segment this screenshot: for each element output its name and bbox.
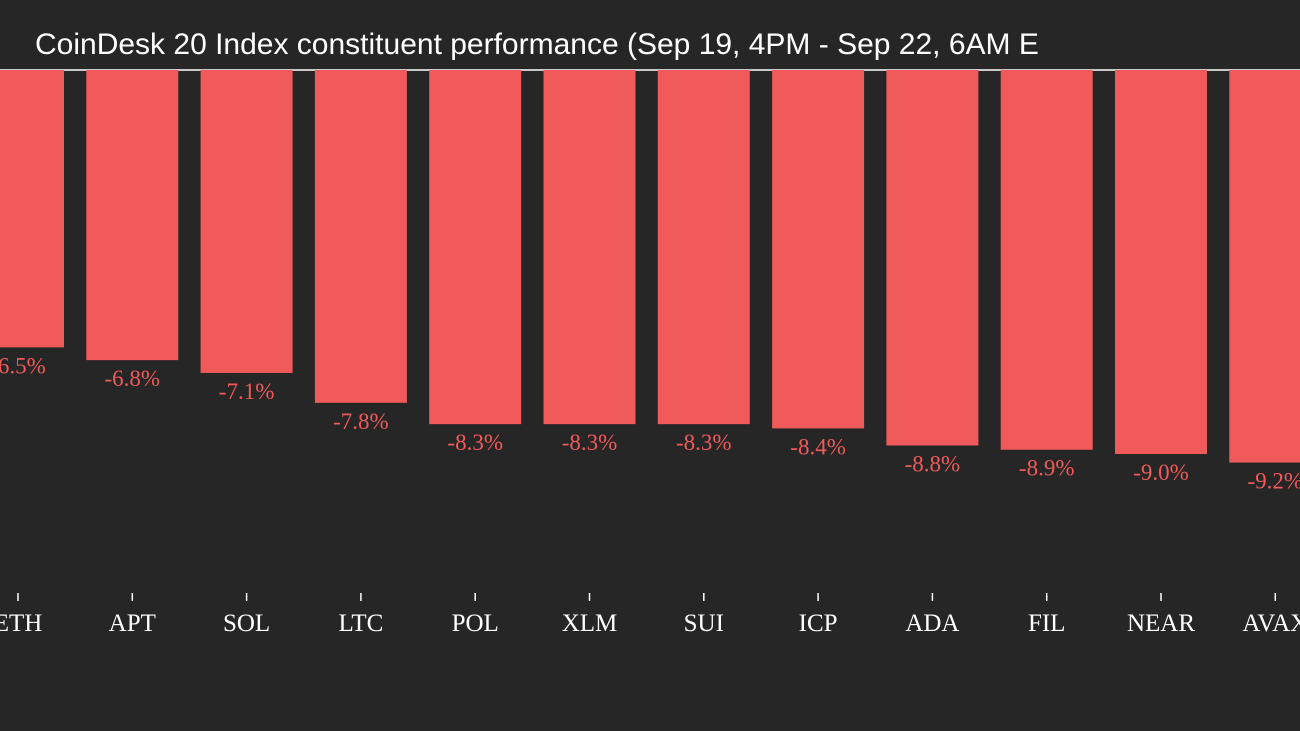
bar — [543, 70, 636, 425]
value-label: -6.8% — [105, 366, 161, 391]
x-tick-label: AVAX — [1242, 610, 1300, 637]
bar — [657, 70, 750, 425]
value-label: -8.3% — [562, 430, 618, 455]
value-label: -7.8% — [333, 409, 389, 434]
value-label: -7.1% — [219, 379, 275, 404]
bar — [86, 70, 179, 361]
bar — [0, 70, 64, 348]
x-tick-label: XLM — [562, 610, 618, 637]
bar — [314, 70, 407, 403]
bar — [1115, 70, 1207, 454]
value-label: -9.0% — [1133, 460, 1189, 485]
x-tick-label: ICP — [799, 610, 838, 637]
value-label: -8.4% — [790, 434, 846, 459]
value-label: -8.8% — [905, 451, 961, 476]
bar — [200, 70, 293, 373]
value-label: -8.3% — [676, 430, 732, 455]
bar — [886, 70, 979, 446]
x-tick-label: FIL — [1028, 610, 1066, 637]
bar — [772, 70, 865, 429]
value-label: -6.5% — [0, 353, 46, 378]
bar — [1229, 70, 1300, 463]
value-label: -9.2% — [1248, 469, 1300, 494]
x-tick-label: NEAR — [1127, 610, 1195, 637]
bar — [429, 70, 522, 425]
x-tick-label: SUI — [684, 610, 724, 637]
x-tick-label: APT — [109, 610, 156, 637]
x-tick-label: SOL — [223, 610, 270, 637]
x-tick-label: ADA — [905, 610, 959, 637]
chart-title: CoinDesk 20 Index constituent performanc… — [35, 28, 1039, 61]
bar — [1000, 70, 1093, 450]
x-tick-label: LTC — [338, 610, 383, 637]
value-label: -8.9% — [1019, 456, 1075, 481]
x-tick-label: POL — [452, 610, 499, 637]
value-label: -8.3% — [447, 430, 503, 455]
x-tick-label: ETH — [0, 610, 42, 637]
